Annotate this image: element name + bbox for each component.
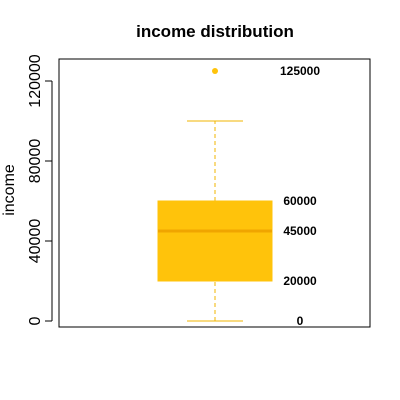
box-iqr xyxy=(157,200,273,282)
data-label: 125000 xyxy=(280,64,320,78)
y-tick-label: 0 xyxy=(27,316,44,325)
data-label: 60000 xyxy=(283,194,317,208)
box-group xyxy=(157,68,273,322)
outlier-point xyxy=(212,68,218,74)
y-axis-label: income xyxy=(1,164,18,216)
data-label: 45000 xyxy=(283,224,317,238)
y-tick-label: 80000 xyxy=(27,139,44,184)
y-tick-label: 120000 xyxy=(27,54,44,107)
y-tick-label: 40000 xyxy=(27,219,44,264)
data-labels: 125000 60000 45000 20000 0 xyxy=(280,64,320,328)
y-axis: 0 40000 80000 120000 xyxy=(27,54,53,325)
data-label: 20000 xyxy=(283,274,317,288)
chart-title: income distribution xyxy=(136,22,294,41)
plot-frame xyxy=(58,58,371,328)
data-label: 0 xyxy=(297,314,304,328)
